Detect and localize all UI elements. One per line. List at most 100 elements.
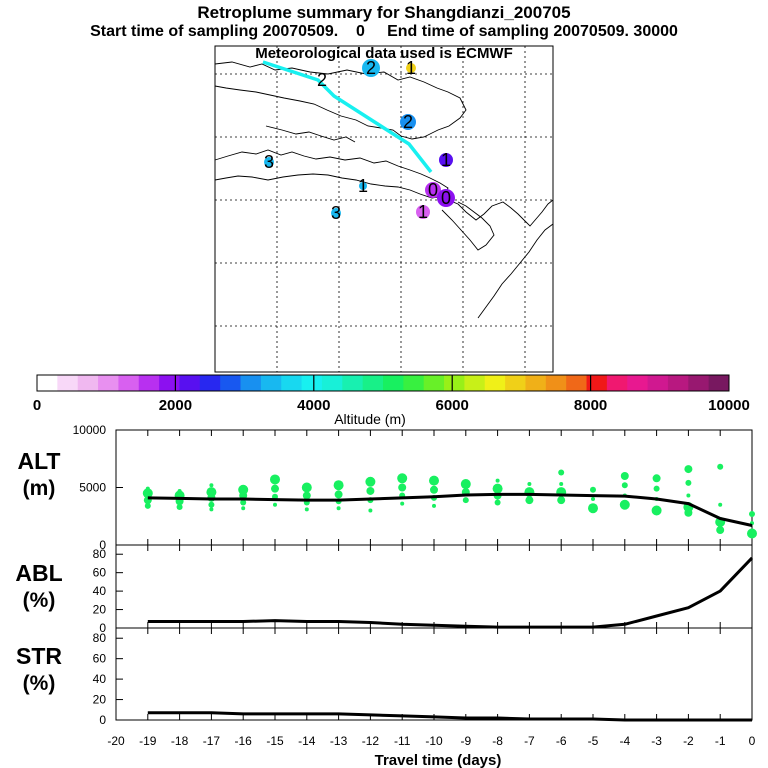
colorbar-cell [138, 375, 160, 391]
panel-ylabel-name: ABL [15, 560, 62, 586]
map-marker-label: 1 [358, 176, 368, 196]
altitude-point [492, 483, 503, 494]
altitude-point [430, 485, 438, 494]
colorbar-tick-label: 2000 [159, 397, 192, 414]
y-tick-label: 80 [93, 631, 107, 645]
panel-ylabel-unit: (%) [23, 589, 56, 612]
altitude-point [591, 497, 595, 501]
altitude-point [271, 484, 279, 493]
altitude-point [717, 463, 724, 470]
colorbar-cell [179, 375, 201, 391]
map-marker: 0 [437, 188, 455, 208]
colorbar-major-ticks [174, 375, 592, 391]
y-tick-label: 0 [99, 621, 106, 635]
map-marker: 2 [317, 70, 327, 90]
y-tick-label: 60 [93, 652, 107, 666]
altitude-point [397, 473, 408, 484]
altitude-point [619, 499, 630, 510]
altitude-point [304, 507, 309, 512]
x-tick-label: -15 [266, 734, 284, 748]
map-marker: 3 [331, 203, 341, 223]
colorbar-cell [566, 375, 587, 391]
altitude-point [208, 501, 215, 508]
colorbar-cell [667, 375, 689, 391]
panel-abl: ABL (%) 0 20 40 60 80 [15, 544, 754, 635]
altitude-point [333, 480, 344, 491]
x-tick-label: -5 [588, 734, 599, 748]
altitude-point [495, 478, 500, 483]
sampling-time-subtitle: Start time of sampling 20070509. 0 End t… [90, 23, 678, 40]
panel-ylabel-name: ALT [17, 448, 60, 474]
map-marker-dot [400, 114, 416, 130]
colorbar-cell [301, 375, 323, 391]
series-line-abl [147, 556, 754, 629]
colorbar-cell [505, 375, 526, 391]
map-marker: 1 [416, 202, 430, 222]
altitude-point [494, 499, 501, 506]
map-frame [214, 45, 554, 373]
colorbar-cell [281, 375, 302, 391]
colorbar-cells [37, 375, 730, 391]
colorbar-label: Altitude (m) [334, 411, 406, 427]
map-marker: 2 [362, 58, 380, 78]
map-marker-dot [406, 63, 416, 73]
colorbar-tick-label: 4000 [297, 397, 330, 414]
series-line-alt [147, 492, 753, 527]
colorbar-cell [159, 375, 180, 391]
altitude-point [176, 504, 183, 511]
map-marker: 1 [439, 150, 453, 170]
altitude-point [718, 502, 723, 507]
colorbar-tick-label: 6000 [436, 397, 469, 414]
map-marker-label: 2 [403, 112, 413, 132]
y-tick-label: 0 [99, 713, 106, 727]
colorbar-cell [362, 375, 384, 391]
colorbar-cell [118, 375, 140, 391]
coastlines [214, 61, 554, 319]
map-marker-label: 3 [264, 152, 274, 172]
x-tick-label: -13 [330, 734, 348, 748]
altitude-point [365, 476, 376, 487]
x-tick-label: -12 [362, 734, 380, 748]
altitude-point [400, 501, 405, 506]
altitude-point [462, 497, 469, 504]
altitude-point [240, 499, 247, 506]
colorbar-cell [444, 375, 465, 391]
y-tick-label: 80 [93, 547, 107, 561]
altitude-point [334, 490, 343, 499]
time-series-panels: ALT (m) 0 5000 10000 ABL (%) 0 20 40 60 80 STR (%) 0 20… [15, 423, 757, 727]
x-tick-label: -10 [425, 734, 443, 748]
colorbar-cell [240, 375, 262, 391]
x-tick-label: 0 [749, 734, 756, 748]
y-tick-label: 0 [99, 538, 106, 552]
x-tick-labels: -20 -19 -18 -17 -16 -15 -14 -13 -12 -11 -10 -9 -8 -7-… [107, 734, 755, 748]
x-tick-label: -20 [107, 734, 125, 748]
colorbar-cell [647, 375, 669, 391]
x-tick-label: -9 [460, 734, 471, 748]
altitude-point [590, 486, 596, 493]
map-marker-label: 0 [428, 180, 438, 200]
altitude-point [144, 502, 151, 509]
map-marker: 1 [358, 176, 368, 196]
altitude-point [301, 482, 312, 493]
altitude-point [653, 485, 660, 492]
x-tick-label: -4 [619, 734, 630, 748]
altitude-point [142, 488, 153, 499]
altitude-point [558, 469, 565, 476]
map-marker-dot [437, 189, 455, 207]
colorbar-tick-label: 0 [33, 397, 41, 414]
colorbar-cell [545, 375, 567, 391]
map-marker: 1 [406, 58, 416, 78]
altitude-point [588, 503, 598, 514]
x-tick-label: -16 [235, 734, 253, 748]
altitude-point [366, 486, 375, 495]
map-marker-label: 3 [331, 203, 341, 223]
altitude-point [238, 484, 249, 495]
coastline-east [477, 223, 554, 319]
trajectory-path [262, 60, 433, 174]
colorbar-cell [77, 375, 99, 391]
altitude-point [559, 482, 564, 487]
colorbar-cell [342, 375, 364, 391]
x-tick-label: -2 [683, 734, 694, 748]
altitude-point [527, 482, 532, 487]
